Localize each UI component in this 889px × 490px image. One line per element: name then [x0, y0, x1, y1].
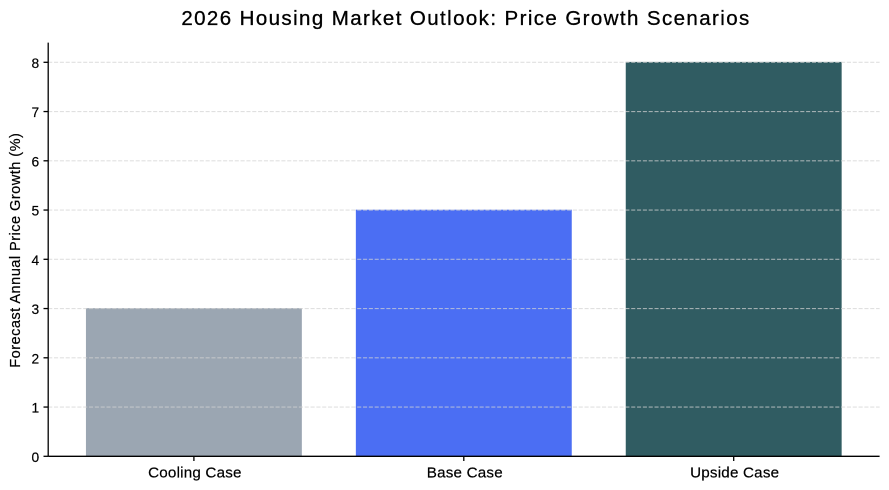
- svg-text:3: 3: [32, 302, 40, 317]
- svg-text:Cooling Case: Cooling Case: [148, 465, 242, 482]
- svg-text:1: 1: [32, 401, 40, 416]
- svg-text:2: 2: [32, 351, 40, 366]
- svg-text:5: 5: [32, 204, 40, 219]
- svg-text:4: 4: [32, 253, 40, 268]
- svg-text:6: 6: [32, 154, 40, 169]
- svg-text:Upside Case: Upside Case: [690, 465, 779, 482]
- svg-text:0: 0: [32, 450, 40, 465]
- svg-text:8: 8: [32, 56, 40, 71]
- svg-text:Base Case: Base Case: [427, 465, 503, 482]
- svg-text:Forecast Annual Price Growth (: Forecast Annual Price Growth (%): [8, 133, 24, 368]
- svg-text:7: 7: [32, 105, 40, 120]
- svg-text:2026 Housing Market Outlook: P: 2026 Housing Market Outlook: Price Growt…: [181, 7, 750, 30]
